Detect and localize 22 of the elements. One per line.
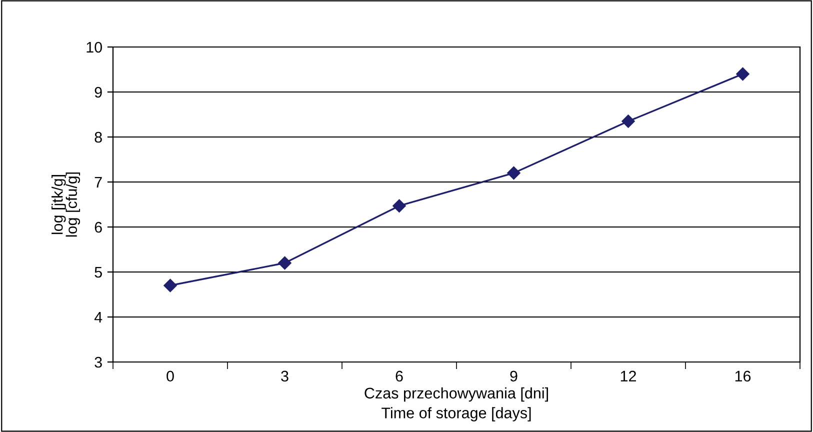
x-tick-label: 9 <box>510 370 518 382</box>
point <box>507 166 520 180</box>
x-axis-title: Czas przechowywania [dni] Time of storage [days] <box>364 387 548 422</box>
point <box>736 67 750 81</box>
point <box>392 199 406 212</box>
y-tick-label: 10 <box>86 42 102 53</box>
y-tick-label: 7 <box>94 177 102 188</box>
y-tick-label: 8 <box>94 132 102 143</box>
point <box>622 114 635 128</box>
point <box>278 256 292 270</box>
x-tick-label: 0 <box>166 370 174 382</box>
y-tick-label: 3 <box>94 356 102 368</box>
x-tick-label: 6 <box>396 370 403 382</box>
x-tick-label: 3 <box>281 370 288 382</box>
y-tick-label: 6 <box>94 222 102 233</box>
y-tick-label: 9 <box>94 86 102 98</box>
point <box>164 278 177 292</box>
x-tick-label: 12 <box>620 370 636 382</box>
y-tick-label: 4 <box>94 312 102 323</box>
x-tick-label: 16 <box>735 370 751 382</box>
y-tick-label: 5 <box>94 267 102 278</box>
y-axis-title: log [jtk/g] log [cfu/g] <box>52 172 80 237</box>
